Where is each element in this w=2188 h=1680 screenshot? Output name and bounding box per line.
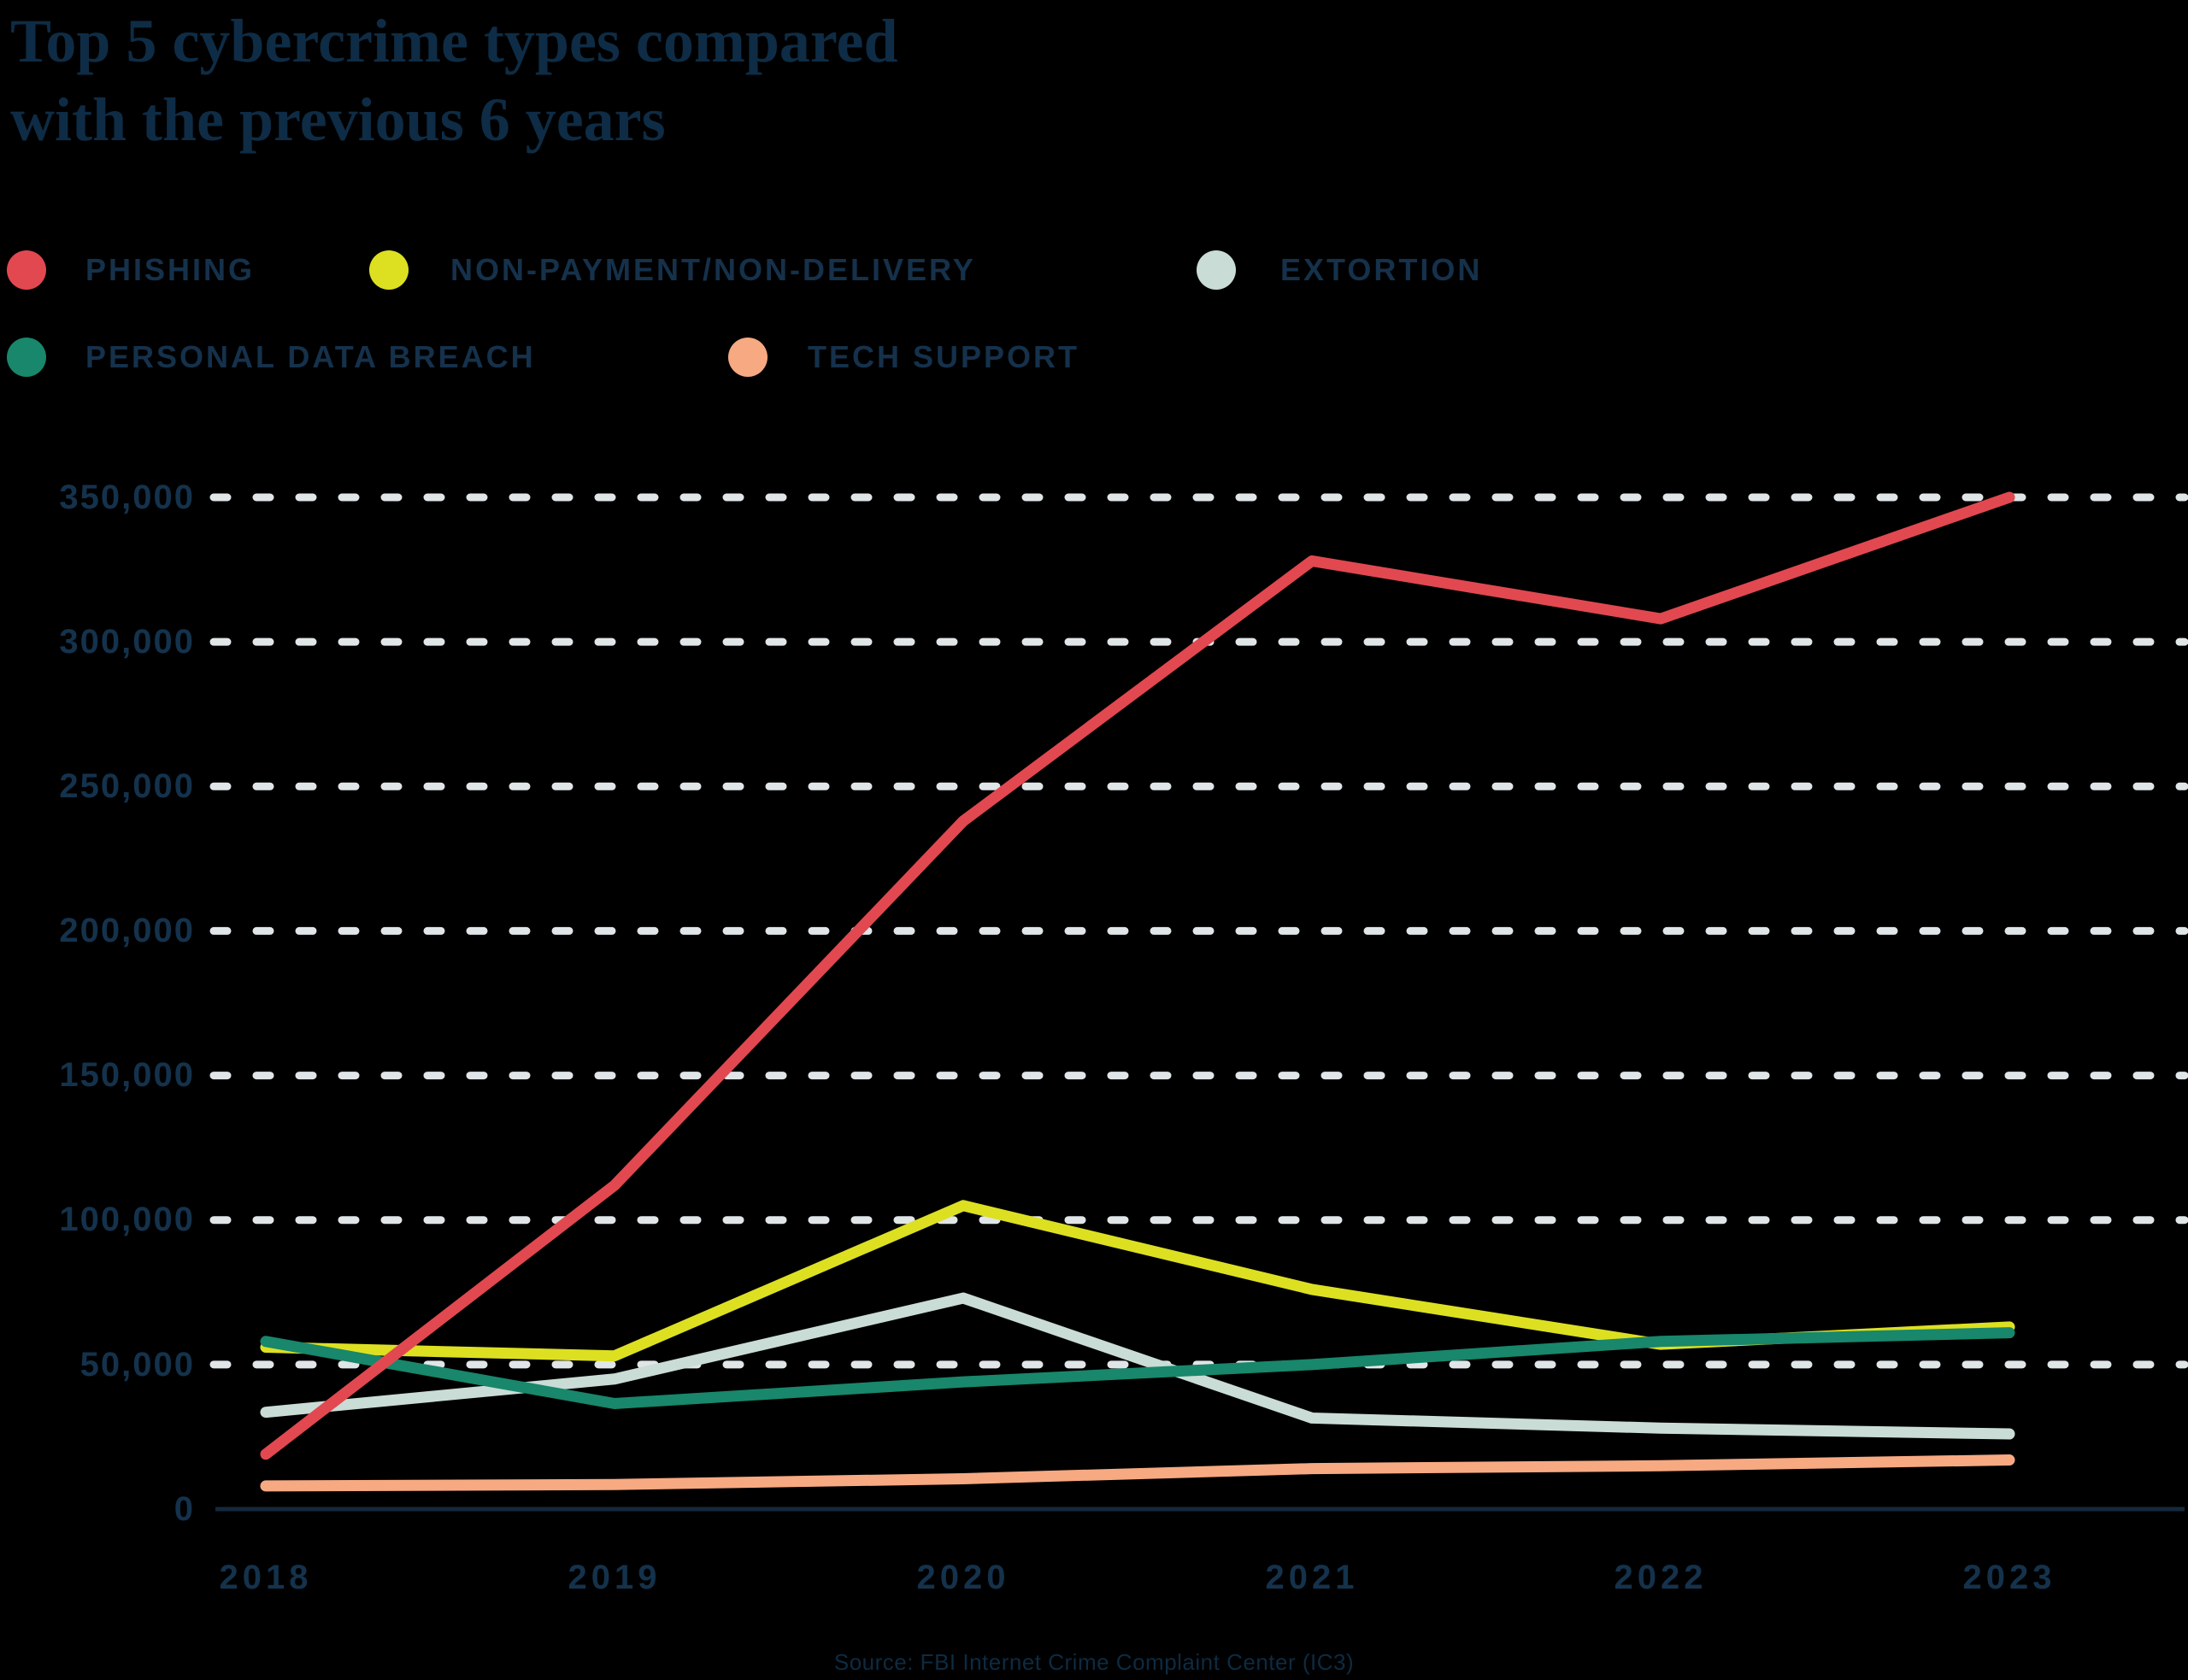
chart-title: Top 5 cybercrime types compared with the… xyxy=(10,7,898,154)
ytick-0: 0 xyxy=(174,1490,195,1528)
legend-dot-extortion xyxy=(1197,250,1236,290)
ytick-300000: 300,000 xyxy=(59,623,195,661)
xtick-2022: 2022 xyxy=(1614,1559,1708,1596)
xtick-2023: 2023 xyxy=(1962,1559,2056,1596)
ytick-200000: 200,000 xyxy=(59,912,195,949)
series-line-extortion xyxy=(260,1292,2015,1440)
series-line-personal-data-breach xyxy=(260,1327,2015,1410)
series-line-non-payment-non-delivery xyxy=(260,1200,2015,1362)
ytick-250000: 250,000 xyxy=(59,767,195,805)
ytick-50000: 50,000 xyxy=(79,1346,195,1383)
xtick-2020: 2020 xyxy=(916,1559,1010,1596)
legend-label-phishing: PHISHING xyxy=(85,252,256,287)
xtick-2019: 2019 xyxy=(568,1559,662,1596)
ytick-350000: 350,000 xyxy=(59,479,195,516)
source-credit: Source: FBI Internet Crime Complaint Cen… xyxy=(833,1649,1355,1675)
legend-dot-databreach xyxy=(7,338,46,377)
legend-dot-phishing xyxy=(7,250,46,290)
legend-label-techsupport: TECH SUPPORT xyxy=(808,339,1080,374)
legend-dot-techsupport xyxy=(728,338,768,377)
ytick-100000: 100,000 xyxy=(59,1201,195,1238)
xtick-2021: 2021 xyxy=(1265,1559,1359,1596)
legend-label-nonpayment: NON-PAYMENT/NON-DELIVERY xyxy=(450,252,976,287)
xtick-2018: 2018 xyxy=(219,1559,313,1596)
legend-label-extortion: EXTORTION xyxy=(1280,252,1483,287)
legend-dot-nonpayment xyxy=(369,250,409,290)
legend-label-databreach: PERSONAL DATA BREACH xyxy=(85,339,536,374)
ytick-150000: 150,000 xyxy=(59,1056,195,1094)
series-line-phishing xyxy=(260,491,2015,1460)
series-line-tech-support xyxy=(260,1454,2015,1492)
